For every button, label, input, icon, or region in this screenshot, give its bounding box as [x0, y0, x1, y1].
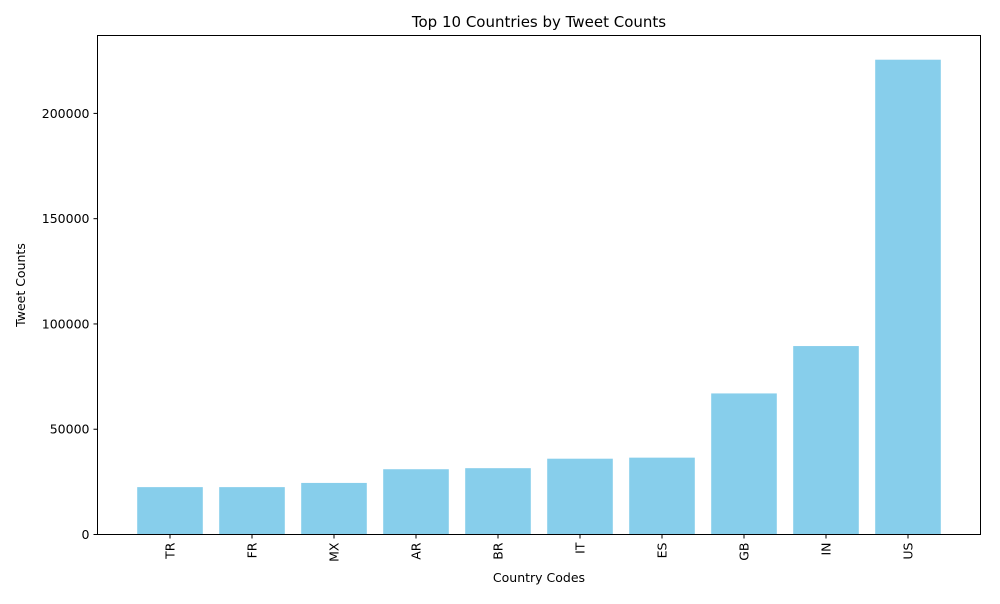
- x-axis-label: Country Codes: [493, 570, 585, 585]
- x-tick-label-ar: AR: [409, 542, 424, 560]
- bar-ar: [383, 469, 449, 535]
- y-tick-label-150000: 150000: [42, 211, 90, 226]
- y-tick-label-0: 0: [82, 527, 90, 542]
- plot-frame: [97, 35, 981, 535]
- x-tick-label-br: BR: [491, 542, 506, 560]
- y-tick-label-100000: 100000: [42, 316, 90, 331]
- x-tick-label-tr: TR: [163, 542, 178, 560]
- x-tick-label-in: IN: [819, 543, 834, 556]
- x-tick-label-mx: MX: [327, 542, 342, 562]
- bar-gb: [711, 393, 777, 535]
- x-tick-label-it: IT: [573, 542, 588, 554]
- y-tick-label-200000: 200000: [42, 106, 90, 121]
- x-tick-label-es: ES: [655, 542, 670, 558]
- bar-us: [875, 59, 941, 535]
- bar-fr: [219, 487, 285, 535]
- y-axis-ticks: 0 50000 100000 150000 200000: [42, 106, 98, 542]
- chart-title: Top 10 Countries by Tweet Counts: [411, 13, 666, 31]
- bars-group: [137, 59, 941, 535]
- y-tick-label-50000: 50000: [50, 422, 90, 437]
- x-tick-label-us: US: [901, 542, 916, 559]
- bar-tr: [137, 487, 203, 535]
- x-tick-label-gb: GB: [737, 543, 752, 561]
- bar-mx: [301, 482, 367, 535]
- bar-in: [793, 346, 859, 535]
- x-axis-ticks: TR FR MX AR BR IT ES GB IN US: [163, 534, 916, 562]
- x-tick-label-fr: FR: [245, 542, 260, 558]
- bar-it: [547, 458, 613, 535]
- bar-br: [465, 468, 531, 535]
- y-axis-label: Tweet Counts: [13, 243, 28, 328]
- bar-es: [629, 457, 695, 535]
